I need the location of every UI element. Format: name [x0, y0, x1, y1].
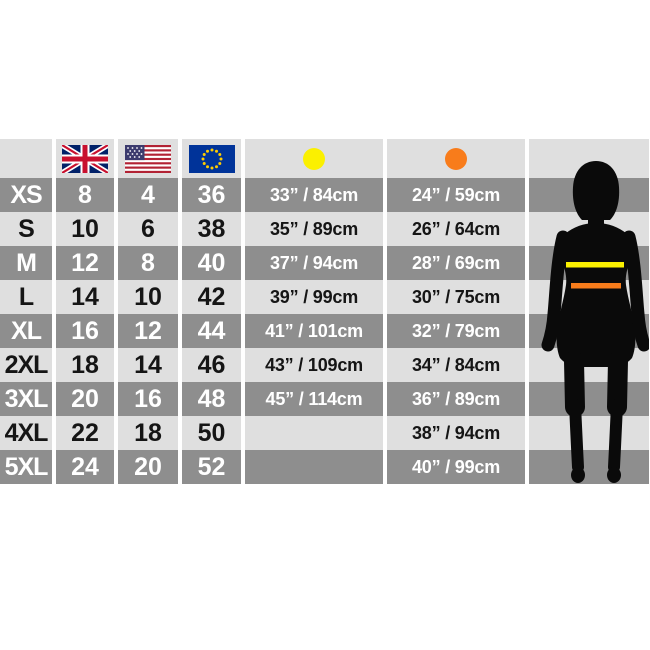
silhouette-left-shin — [569, 399, 584, 473]
bust-measurement: 43” / 109cm — [245, 348, 383, 382]
bust-measurement: 45” / 114cm — [245, 382, 383, 416]
waist-measurement: 30” / 75cm — [387, 280, 525, 314]
us-size: 12 — [118, 314, 178, 348]
waist-measurement: 38” / 94cm — [387, 416, 525, 450]
header-us-cell — [118, 139, 178, 178]
waist-measurement: 28” / 69cm — [387, 246, 525, 280]
size-label: XS — [0, 178, 52, 212]
waist-measure-line — [571, 283, 621, 289]
header-uk-cell — [56, 139, 114, 178]
eu-size: 44 — [182, 314, 241, 348]
bust-measurement: 37” / 94cm — [245, 246, 383, 280]
waist-measurement: 40” / 99cm — [387, 450, 525, 484]
uk-size: 24 — [56, 450, 114, 484]
eu-size: 48 — [182, 382, 241, 416]
uk-size: 8 — [56, 178, 114, 212]
size-label: 4XL — [0, 416, 52, 450]
us-size: 18 — [118, 416, 178, 450]
header-eu-cell — [182, 139, 241, 178]
size-label: L — [0, 280, 52, 314]
uk-size: 16 — [56, 314, 114, 348]
silhouette-right-arm — [622, 230, 649, 352]
silhouette-torso — [556, 223, 636, 367]
us-size: 20 — [118, 450, 178, 484]
us-size: 10 — [118, 280, 178, 314]
uk-flag-icon — [62, 144, 108, 173]
us-size: 8 — [118, 246, 178, 280]
eu-size: 52 — [182, 450, 241, 484]
eu-size: 46 — [182, 348, 241, 382]
size-label: M — [0, 246, 52, 280]
woman-silhouette-icon — [541, 161, 649, 483]
eu-flag-icon — [188, 144, 235, 173]
size-chart-table: XS 8 4 36 33” / 84cm 24” / 59cm S 10 6 3… — [0, 139, 649, 484]
eu-size: 38 — [182, 212, 241, 246]
silhouette-hair-head — [572, 161, 620, 220]
uk-size: 22 — [56, 416, 114, 450]
bust-measurement — [245, 450, 383, 484]
figure-column — [529, 139, 649, 484]
eu-size: 40 — [182, 246, 241, 280]
bust-measurement: 39” / 99cm — [245, 280, 383, 314]
us-size: 14 — [118, 348, 178, 382]
size-label: 2XL — [0, 348, 52, 382]
header-bust-cell — [245, 139, 383, 178]
bust-measure-line — [566, 262, 624, 268]
waist-measurement: 32” / 79cm — [387, 314, 525, 348]
uk-size: 12 — [56, 246, 114, 280]
bust-measurement: 41” / 101cm — [245, 314, 383, 348]
us-size: 16 — [118, 382, 178, 416]
waist-measurement: 34” / 84cm — [387, 348, 525, 382]
bust-measurement: 33” / 84cm — [245, 178, 383, 212]
waist-measurement: 26” / 64cm — [387, 212, 525, 246]
eu-size: 36 — [182, 178, 241, 212]
us-size: 4 — [118, 178, 178, 212]
size-label: 3XL — [0, 382, 52, 416]
size-label: S — [0, 212, 52, 246]
us-size: 6 — [118, 212, 178, 246]
uk-size: 18 — [56, 348, 114, 382]
us-flag-icon — [125, 144, 171, 173]
eu-size: 42 — [182, 280, 241, 314]
waist-measurement: 36” / 89cm — [387, 382, 525, 416]
waist-measurement: 24” / 59cm — [387, 178, 525, 212]
silhouette-left-arm — [541, 230, 570, 352]
uk-size: 10 — [56, 212, 114, 246]
eu-size: 50 — [182, 416, 241, 450]
uk-size: 14 — [56, 280, 114, 314]
bust-measurement — [245, 416, 383, 450]
bust-yellow-dot-icon — [303, 147, 325, 170]
waist-orange-dot-icon — [445, 147, 467, 170]
uk-size: 20 — [56, 382, 114, 416]
bust-measurement: 35” / 89cm — [245, 212, 383, 246]
header-size-cell — [0, 139, 52, 178]
size-label: 5XL — [0, 450, 52, 484]
header-waist-cell — [387, 139, 525, 178]
silhouette-right-shin — [608, 399, 623, 473]
size-label: XL — [0, 314, 52, 348]
